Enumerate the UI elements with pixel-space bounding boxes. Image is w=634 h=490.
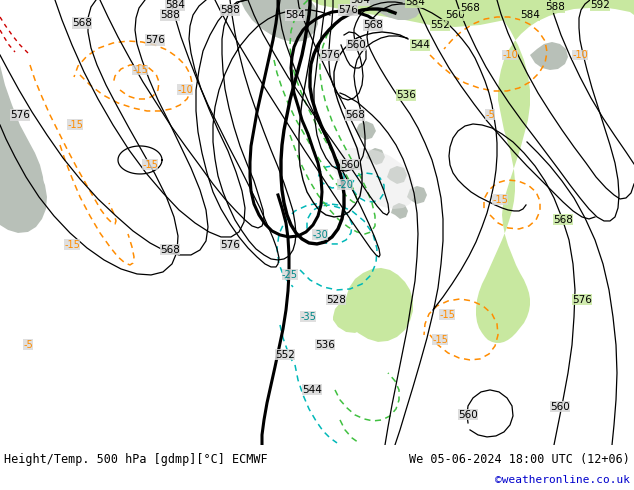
Text: 584: 584 (285, 10, 305, 20)
Text: 576: 576 (572, 295, 592, 305)
Text: -5: -5 (23, 340, 33, 350)
Text: -10: -10 (502, 50, 518, 60)
Text: -35: -35 (300, 312, 316, 322)
Text: 584: 584 (165, 0, 185, 10)
Text: 588: 588 (160, 10, 180, 20)
Text: 568: 568 (160, 245, 180, 255)
Text: -15: -15 (142, 160, 158, 170)
Text: 560: 560 (340, 160, 360, 170)
Text: -30: -30 (312, 230, 328, 240)
Polygon shape (387, 166, 407, 184)
Text: 560: 560 (550, 402, 570, 412)
Polygon shape (329, 148, 415, 209)
Polygon shape (310, 0, 634, 27)
Text: 560: 560 (346, 40, 366, 50)
Text: 584: 584 (520, 10, 540, 20)
Text: 576: 576 (10, 110, 30, 120)
Text: 552: 552 (430, 20, 450, 30)
Text: -20: -20 (337, 180, 353, 190)
Polygon shape (365, 0, 420, 20)
Polygon shape (407, 186, 427, 204)
Polygon shape (530, 42, 568, 70)
Text: -15: -15 (492, 195, 508, 205)
Text: 544: 544 (302, 385, 322, 395)
Text: 568: 568 (72, 18, 92, 28)
Text: 568: 568 (553, 215, 573, 225)
Text: -15: -15 (67, 120, 83, 130)
Text: Height/Temp. 500 hPa [gdmp][°C] ECMWF: Height/Temp. 500 hPa [gdmp][°C] ECMWF (4, 453, 268, 466)
Text: -15: -15 (432, 335, 448, 345)
Text: 568: 568 (460, 3, 480, 13)
Text: 584: 584 (350, 0, 370, 5)
Text: -10: -10 (177, 85, 193, 95)
Text: 552: 552 (275, 350, 295, 360)
Text: 584: 584 (405, 0, 425, 7)
Text: 576: 576 (220, 240, 240, 250)
Text: -15: -15 (132, 65, 148, 75)
Text: 576: 576 (320, 50, 340, 60)
Text: We 05-06-2024 18:00 UTC (12+06): We 05-06-2024 18:00 UTC (12+06) (409, 453, 630, 466)
Polygon shape (366, 148, 385, 165)
Text: 568: 568 (345, 110, 365, 120)
Text: 576: 576 (145, 35, 165, 45)
Polygon shape (476, 0, 634, 343)
Text: 592: 592 (590, 0, 610, 10)
Polygon shape (0, 0, 44, 207)
Text: -5: -5 (485, 110, 495, 120)
Text: 528: 528 (326, 295, 346, 305)
Text: -15: -15 (64, 240, 80, 250)
Text: 560: 560 (445, 10, 465, 20)
Text: 576: 576 (338, 5, 358, 15)
Polygon shape (0, 145, 47, 233)
Text: 588: 588 (220, 5, 240, 15)
Text: -10: -10 (572, 50, 588, 60)
Polygon shape (356, 121, 376, 140)
Polygon shape (345, 268, 413, 342)
Text: ©weatheronline.co.uk: ©weatheronline.co.uk (495, 475, 630, 485)
Text: 568: 568 (363, 20, 383, 30)
Text: -15: -15 (439, 310, 455, 320)
Text: 544: 544 (410, 40, 430, 50)
Polygon shape (391, 203, 408, 219)
Text: 588: 588 (545, 2, 565, 12)
Text: 536: 536 (396, 90, 416, 100)
Text: -25: -25 (282, 270, 298, 280)
Text: 536: 536 (315, 340, 335, 350)
Polygon shape (240, 0, 318, 42)
Text: 560: 560 (458, 410, 478, 420)
Polygon shape (333, 299, 368, 333)
